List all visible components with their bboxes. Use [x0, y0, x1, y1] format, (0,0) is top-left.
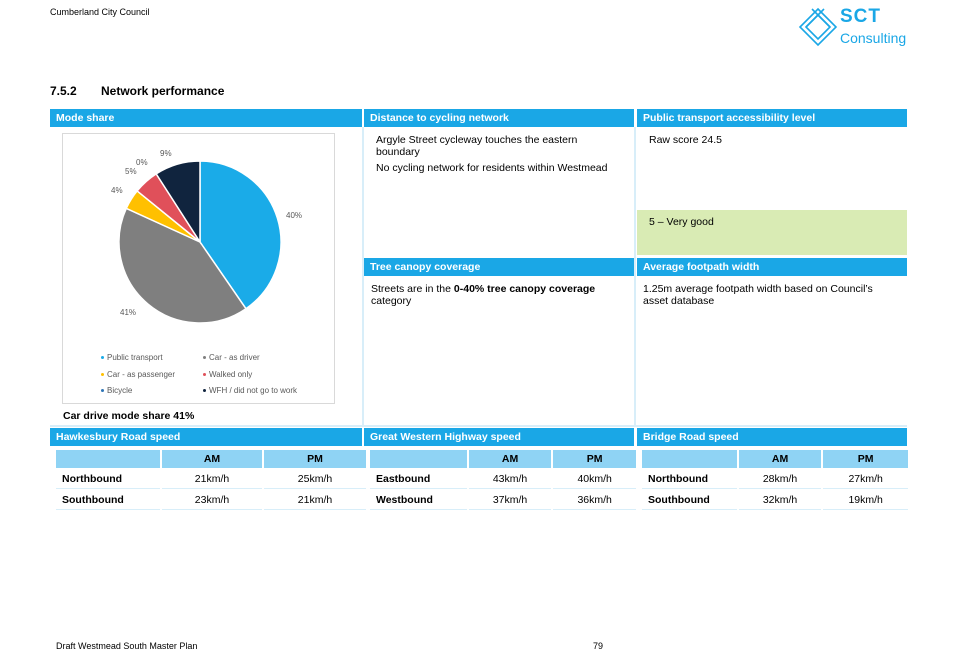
am-cell: 37km/h	[468, 491, 552, 510]
pm-cell: 40km/h	[553, 470, 636, 489]
council-name: Cumberland City Council	[50, 7, 150, 17]
am-header: AM	[738, 450, 822, 468]
legend-marker	[101, 356, 104, 360]
tree-text-pre: Streets are in the	[371, 283, 454, 295]
table-row: Southbound 32km/h 19km/h	[642, 491, 908, 510]
pie-data-label: 0%	[136, 158, 148, 167]
bridge-header: Bridge Road speed	[637, 428, 907, 446]
am-cell: 21km/h	[162, 470, 262, 489]
divider	[362, 127, 364, 427]
am-cell: 28km/h	[738, 470, 822, 489]
divider	[634, 127, 636, 427]
legend-label: Public transport	[107, 353, 163, 362]
legend-marker	[203, 373, 206, 377]
direction-cell: Southbound	[642, 491, 737, 510]
am-cell: 43km/h	[468, 470, 552, 489]
table-corner	[642, 450, 737, 468]
cycling-header: Distance to cycling network	[364, 109, 634, 127]
pt-header: Public transport accessibility level	[637, 109, 907, 127]
legend-label: Car - as driver	[209, 353, 260, 362]
pt-raw-score: Raw score 24.5	[649, 134, 722, 146]
cycling-line-1: Argyle Street cycleway touches the easte…	[376, 134, 578, 158]
divider	[50, 425, 907, 427]
am-cell: 32km/h	[738, 491, 822, 510]
legend-label: Car - as passenger	[107, 370, 176, 379]
legend-marker	[101, 373, 104, 377]
mode-share-chart: 40% 41% 4% 5% 0% 9% Public transport Car - as …	[62, 133, 335, 404]
pm-cell: 19km/h	[823, 491, 908, 510]
page-number: 79	[593, 641, 604, 651]
direction-cell: Eastbound	[370, 470, 467, 489]
table-row: Southbound 23km/h 21km/h	[56, 491, 366, 510]
legend-item: Public transport	[101, 353, 163, 362]
legend-item: Bicycle	[101, 386, 132, 395]
pm-cell: 36km/h	[553, 491, 636, 510]
table-row: Northbound 28km/h 27km/h	[642, 470, 908, 489]
sct-logo: SCT Consulting	[798, 6, 918, 52]
direction-cell: Westbound	[370, 491, 467, 510]
legend-item: WFH / did not go to work	[203, 386, 297, 395]
pt-rating: 5 – Very good	[649, 216, 714, 228]
tree-header: Tree canopy coverage	[364, 258, 634, 276]
tree-text-post: category	[371, 295, 412, 307]
footer-document-title: Draft Westmead South Master Plan	[56, 641, 198, 651]
pm-cell: 21km/h	[264, 491, 366, 510]
pm-header: PM	[264, 450, 366, 468]
pie-slice	[155, 160, 201, 245]
footpath-header: Average footpath width	[637, 258, 907, 276]
direction-cell: Northbound	[642, 470, 737, 489]
legend-item: Walked only	[203, 370, 252, 379]
table-corner	[56, 450, 160, 468]
pie-slice	[118, 207, 247, 324]
pie-data-label: 5%	[125, 167, 137, 176]
legend-item: Car - as driver	[203, 353, 260, 362]
direction-cell: Northbound	[56, 470, 160, 489]
pie-data-label: 4%	[111, 186, 123, 195]
pm-cell: 27km/h	[823, 470, 908, 489]
am-header: AM	[468, 450, 552, 468]
gwh-header: Great Western Highway speed	[364, 428, 634, 446]
hawkesbury-table: AM PM Northbound 21km/h 25km/h Southbound 23…	[54, 448, 368, 512]
am-header: AM	[162, 450, 262, 468]
legend-label: WFH / did not go to work	[209, 386, 298, 395]
diamond-logo-icon	[798, 7, 838, 47]
am-cell: 23km/h	[162, 491, 262, 510]
legend-marker	[203, 356, 206, 360]
pie-slice	[199, 160, 282, 310]
legend-label: Bicycle	[107, 386, 133, 395]
tree-text-bold: 0-40% tree canopy coverage	[453, 283, 596, 295]
pie-data-label: 40%	[286, 211, 303, 220]
legend-marker	[203, 389, 206, 393]
mode-share-header: Mode share	[50, 109, 362, 127]
table-corner	[370, 450, 467, 468]
pt-rating-box	[637, 210, 907, 255]
section-heading: 7.5.2 Network performance	[50, 84, 224, 98]
pie-chart	[118, 160, 282, 324]
footpath-text: 1.25m average footpath width based on Co…	[643, 283, 873, 307]
cycling-line-2: No cycling network for residents within …	[376, 162, 608, 174]
logo-top-text: SCT	[840, 6, 881, 27]
table-row: Eastbound 43km/h 40km/h	[370, 470, 636, 489]
table-row: Northbound 21km/h 25km/h	[56, 470, 366, 489]
pm-cell: 25km/h	[264, 470, 366, 489]
legend-item: Car - as passenger	[101, 370, 175, 379]
pie-data-label: 9%	[160, 149, 172, 158]
mode-share-caption: Car drive mode share 41%	[63, 410, 195, 422]
section-number: 7.5.2	[50, 84, 77, 98]
section-title: Network performance	[101, 84, 225, 98]
legend-marker	[101, 389, 104, 393]
pie-data-label: 41%	[120, 308, 137, 317]
pm-header: PM	[823, 450, 908, 468]
tree-text: Streets are in the 0-40% tree canopy cov…	[371, 283, 621, 307]
gwh-table: AM PM Eastbound 43km/h 40km/h Westbound 37km…	[368, 448, 638, 512]
legend-label: Walked only	[209, 370, 253, 379]
logo-bottom-text: Consulting	[840, 30, 907, 46]
bridge-table: AM PM Northbound 28km/h 27km/h Southbound 32…	[640, 448, 910, 512]
pm-header: PM	[553, 450, 636, 468]
hawkesbury-header: Hawkesbury Road speed	[50, 428, 362, 446]
table-row: Westbound 37km/h 36km/h	[370, 491, 636, 510]
direction-cell: Southbound	[56, 491, 160, 510]
